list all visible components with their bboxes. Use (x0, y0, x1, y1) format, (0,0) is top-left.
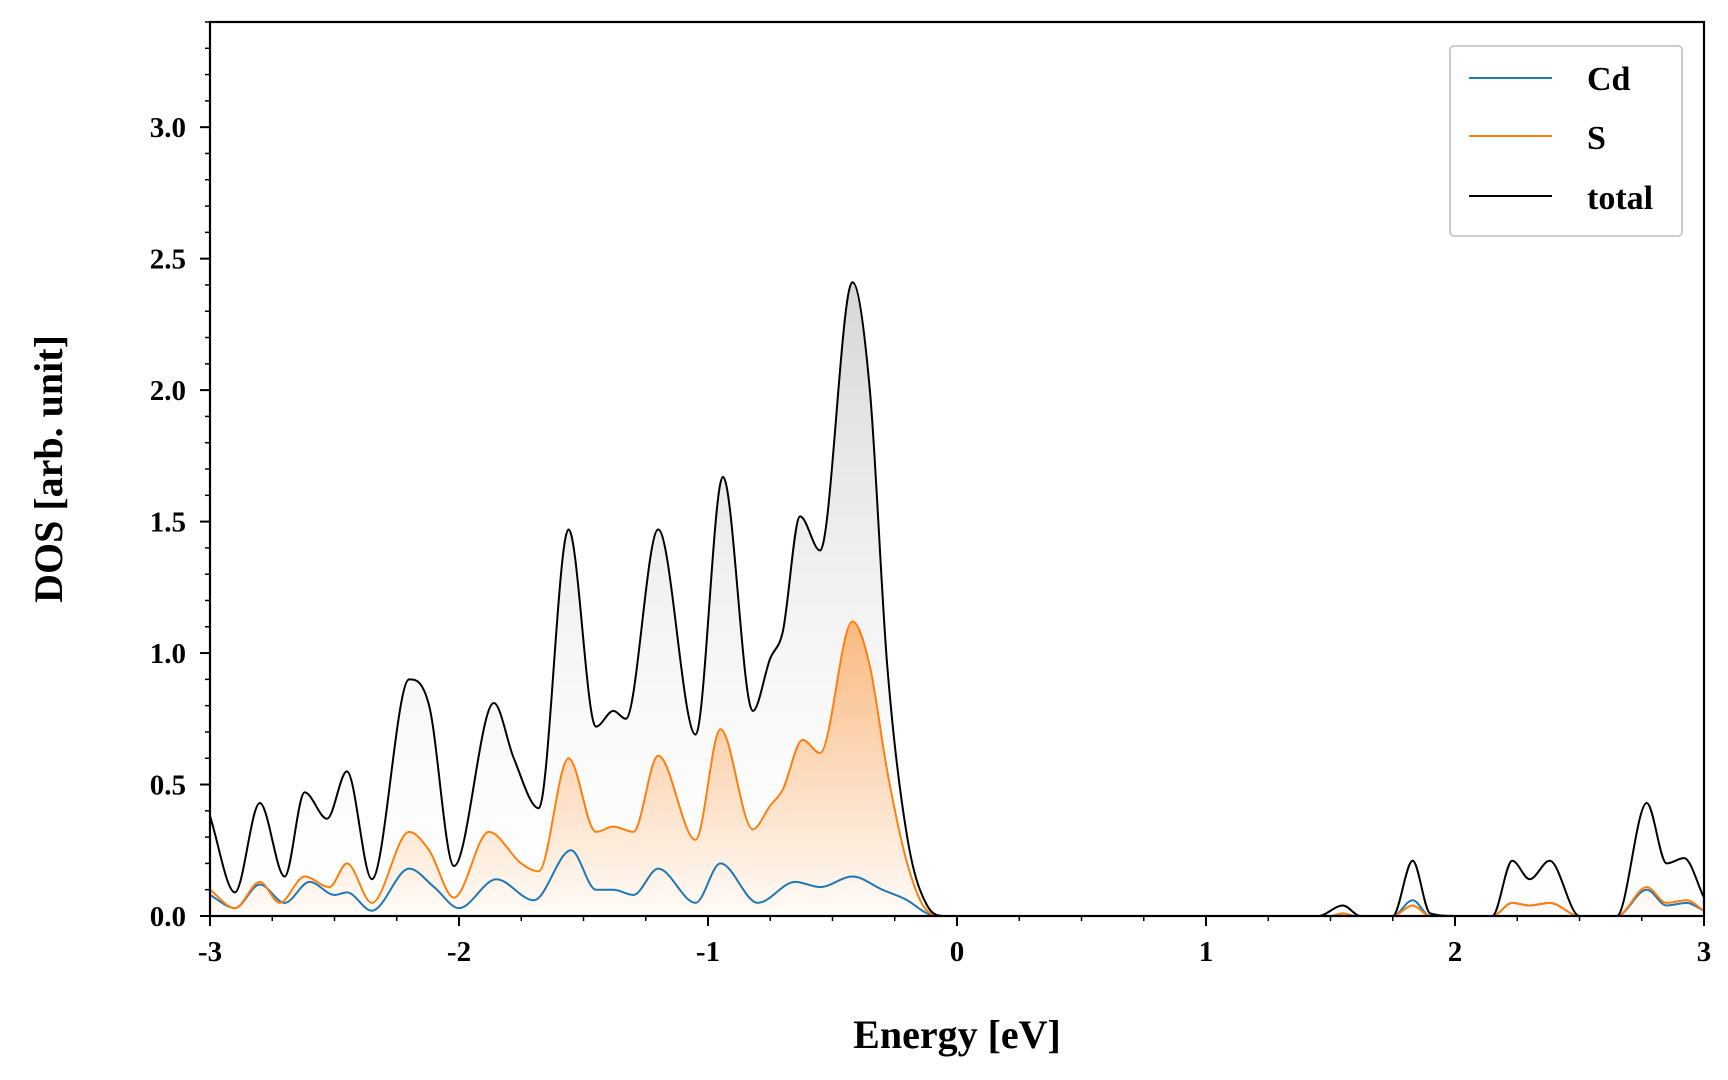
total-area-fill (210, 282, 1704, 916)
y-tick-label-1: 0.5 (150, 770, 186, 802)
x-axis-title: Energy [eV] (853, 1012, 1061, 1057)
legend: Cd S total (1449, 45, 1683, 237)
x-axis: -3 -2 -1 0 1 2 3 (198, 916, 1711, 968)
x-tick-label-2: -1 (696, 936, 720, 968)
x-tick-label-1: -2 (447, 936, 471, 968)
legend-box (1449, 45, 1683, 237)
legend-label-s: S (1587, 120, 1606, 157)
y-axis: 0.0 0.5 1.0 1.5 2.0 2.5 3.0 (150, 21, 210, 933)
y-tick-label-2: 1.0 (150, 638, 186, 670)
plot-area (210, 281, 1704, 916)
y-tick-label-3: 1.5 (150, 507, 186, 539)
legend-label-cd: Cd (1587, 61, 1631, 98)
x-tick-label-3: 0 (950, 936, 965, 968)
legend-label-total: total (1587, 180, 1653, 217)
x-tick-label-5: 2 (1448, 936, 1463, 968)
y-tick-label-4: 2.0 (150, 375, 186, 407)
x-tick-label-6: 3 (1697, 936, 1712, 968)
y-tick-label-0: 0.0 (150, 901, 186, 933)
y-tick-label-5: 2.5 (150, 244, 186, 276)
y-tick-label-6: 3.0 (150, 112, 186, 144)
x-tick-label-4: 1 (1199, 936, 1214, 968)
series-line-total (210, 281, 1704, 916)
y-axis-title: DOS [arb. unit] (26, 335, 71, 603)
s-area-fill (210, 621, 1704, 916)
x-tick-label-0: -3 (198, 936, 222, 968)
